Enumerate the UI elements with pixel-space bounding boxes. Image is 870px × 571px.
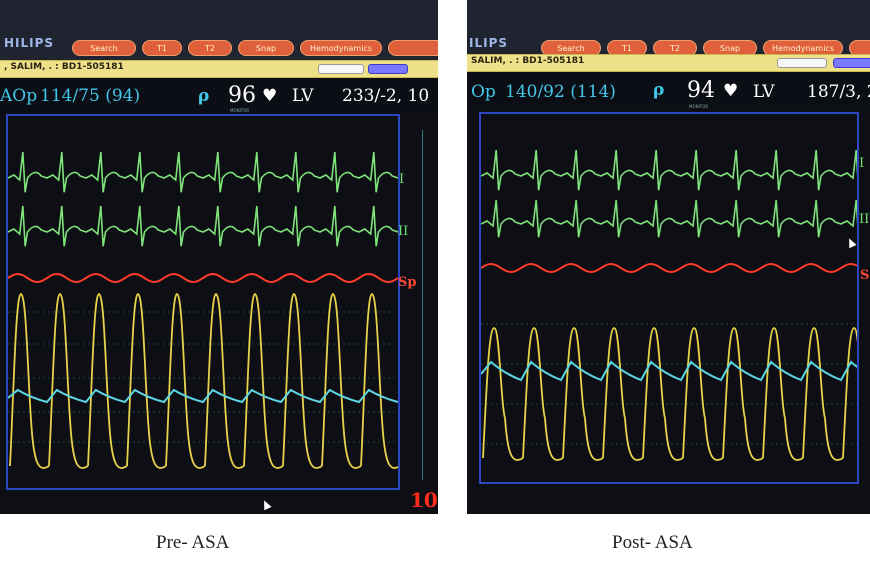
chamber-label: LV	[753, 82, 775, 102]
mini-button-blue[interactable]	[368, 64, 408, 74]
mini-button-blue[interactable]	[833, 58, 870, 68]
search-button[interactable]: Search	[72, 40, 136, 56]
lv-pressure-value: 233/-2, 10	[342, 86, 430, 106]
lead-i-label: I	[399, 172, 405, 187]
brand-label: ILIPS	[469, 36, 509, 50]
ecg-lead-i-trace	[7, 151, 399, 193]
lv-pressure-trace	[482, 327, 870, 461]
pressure-label: AOp	[0, 86, 38, 106]
lead-sp-label: S	[860, 268, 870, 283]
heart-icon: ♥	[262, 86, 278, 106]
waveform-frame	[479, 112, 870, 484]
t2-button[interactable]: T2	[188, 40, 232, 56]
aortic-pressure-trace	[480, 360, 870, 382]
heart-icon: ♥	[723, 81, 739, 101]
aortic-pressure-trace	[7, 388, 399, 404]
lead-ii-label: II	[859, 212, 870, 227]
waveform-frame	[6, 114, 401, 490]
pressure-label: Op	[471, 82, 496, 102]
monitor-toolbar: ILIPS Search T1 T2 Snap Hemodynamics	[467, 0, 870, 64]
hemodynamics-button[interactable]: Hemodynamics	[300, 40, 382, 56]
t1-button[interactable]: T1	[607, 40, 647, 56]
mini-button[interactable]	[777, 58, 827, 68]
ecg-lead-ii-trace	[480, 199, 870, 238]
side-value: 100	[410, 488, 438, 512]
t1-button[interactable]: T1	[142, 40, 182, 56]
lead-sp-label: Sp	[398, 275, 417, 290]
monitor-panel-post: ILIPS Search T1 T2 Snap Hemodynamics SAL…	[467, 0, 870, 514]
lead-ii-label: II	[398, 224, 409, 239]
vitals-readout: AOp 114/75 (94) ρ 96 MONITOR ♥ LV 233/-2…	[0, 78, 438, 114]
p-icon: ρ	[653, 80, 665, 100]
vitals-readout: Op 140/92 (114) ρ 94 MONITOR ♥ LV 187/3,…	[467, 72, 870, 109]
snap-button[interactable]: Snap	[238, 40, 294, 56]
patient-bar: , SALIM, . : BD1-505181	[0, 60, 438, 78]
hr-source-label: MONITOR	[689, 104, 709, 109]
caption-post: Post- ASA	[612, 532, 693, 553]
spo2-trace	[480, 262, 858, 274]
patient-info: SALIM, . : BD1-505181	[471, 56, 585, 66]
monitor-panel-pre: HILIPS Search T1 T2 Snap Hemodynamics , …	[0, 0, 438, 514]
spo2-trace	[7, 272, 399, 284]
lv-pressure-trace	[9, 293, 401, 469]
ecg-lead-ii-trace	[7, 205, 399, 247]
aortic-pressure-value: 114/75 (94)	[40, 86, 141, 106]
heart-rate-value: 94	[687, 78, 715, 103]
caption-pre: Pre- ASA	[156, 532, 230, 553]
hr-source-label: MONITOR	[230, 108, 250, 113]
lv-pressure-value: 187/3, 22	[807, 82, 870, 102]
mouse-cursor-icon	[260, 498, 272, 511]
patient-bar: SALIM, . : BD1-505181	[467, 54, 870, 72]
patient-info: , SALIM, . : BD1-505181	[4, 62, 124, 72]
heart-rate-value: 96	[228, 83, 256, 108]
monitor-toolbar: HILIPS Search T1 T2 Snap Hemodynamics	[0, 0, 438, 64]
aortic-pressure-value: 140/92 (114)	[505, 82, 616, 102]
chamber-label: LV	[292, 86, 314, 106]
waveform-area	[480, 149, 870, 461]
side-scale	[422, 130, 433, 480]
lead-i-label: I	[859, 156, 865, 171]
waveform-area	[7, 151, 401, 469]
mini-button[interactable]	[318, 64, 364, 74]
brand-label: HILIPS	[4, 36, 55, 50]
ecg-lead-i-trace	[480, 149, 870, 191]
p-icon: ρ	[198, 86, 210, 106]
overflow-button[interactable]	[388, 40, 438, 56]
